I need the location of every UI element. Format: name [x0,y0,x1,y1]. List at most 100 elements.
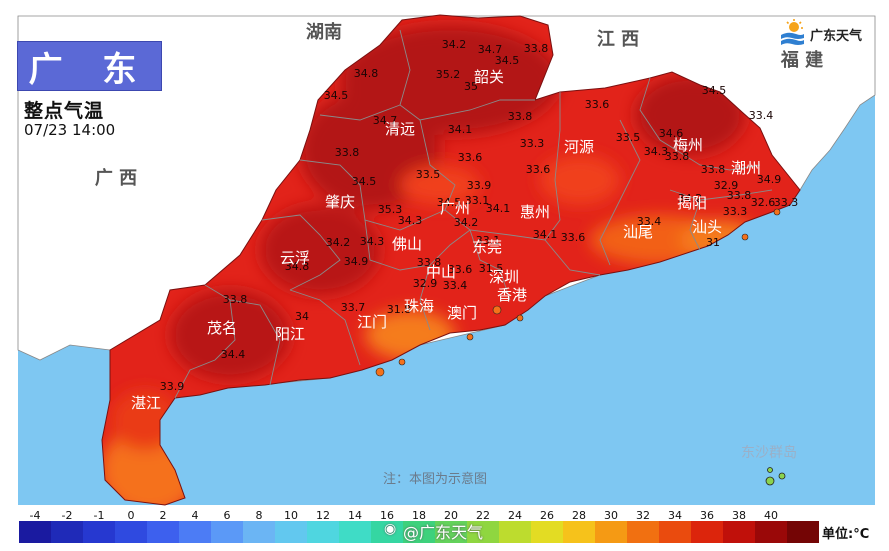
temperature-value: 34.3 [360,235,385,248]
city-label: 韶关 [474,68,504,86]
legend-tick-label: 10 [284,509,298,522]
temperature-value: 34.6 [659,127,684,140]
legend-tick-label: 4 [191,509,199,522]
city-label: 东莞 [472,238,502,256]
city-label: 汕尾 [623,223,653,241]
temperature-value: 33.8 [508,110,533,123]
legend-tick-label: 22 [476,509,490,522]
temperature-value: 34.1 [533,228,558,241]
temperature-value: 33.6 [458,151,483,164]
temperature-value: 34.2 [442,38,467,51]
city-label: 揭阳 [677,194,707,212]
temperature-value: 34.5 [437,196,462,209]
map-timestamp: 07/23 14:00 [24,121,116,139]
legend-color-swatch [531,521,563,543]
city-label: 惠州 [520,203,550,221]
temperature-value: 33.8 [701,163,726,176]
temperature-value: 33.8 [524,42,549,55]
city-label: 梅州 [673,136,703,154]
temperature-value: 34.1 [486,202,511,215]
legend-tick-label: 20 [444,509,458,522]
city-label: 香港 [497,286,527,304]
legend-color-swatch [115,521,147,543]
city-label: 中山 [426,263,456,281]
legend-color-swatch [627,521,659,543]
map-subtitle: 整点气温 [24,100,105,122]
city-label: 汕头 [692,218,722,236]
temperature-value: 31 [706,236,720,249]
temperature-value: 34.2 [454,216,479,229]
temperature-value: 32.9 [413,277,438,290]
legend-color-swatch [499,521,531,543]
legend-tick-label: 34 [668,509,682,522]
temperature-value: 34.2 [326,236,351,249]
legend-color-swatch [595,521,627,543]
temperature-value: 33.6 [561,231,586,244]
temperature-value: 34.7 [478,43,503,56]
sun-wave-logo-icon [781,19,804,45]
temperature-value: 33.4 [749,109,774,122]
city-label: 肇庆 [325,193,355,211]
city-label: 河源 [564,138,594,156]
temperature-value: 31.5 [479,262,504,275]
temperature-value: 32.6 [751,196,776,209]
city-label: 云浮 [280,249,310,267]
legend-tick-label: -2 [61,509,73,522]
temperature-value: 34.3 [398,214,423,227]
legend-tick-label: 0 [127,509,135,522]
legend-tick-label: -1 [93,509,105,522]
temperature-value: 34.2 [678,192,703,205]
city-label: 茂名 [207,319,237,337]
temperature-value: 33.1 [465,194,490,207]
temperature-value: 33.3 [723,205,748,218]
legend-color-swatch [275,521,307,543]
legend-color-swatch [243,521,275,543]
legend-tick-label: 18 [412,509,426,522]
temperature-value: 33.8 [417,256,442,269]
legend-color-swatch [371,521,403,543]
temperature-value: 31.8 [387,303,412,316]
legend-color-swatch [787,521,819,543]
legend-tick-label: 28 [572,509,586,522]
legend-color-swatch [659,521,691,543]
temperature-value: 33.1 [476,234,501,247]
legend-color-swatch [307,521,339,543]
legend-color-swatch [691,521,723,543]
legend-tick-label: 2 [159,509,167,522]
watermark: @广东天气 [403,523,484,542]
neighbor-province-label: 江 西 [597,29,639,50]
city-label: 深圳 [489,268,519,286]
temperature-value: 34.5 [352,175,377,188]
city-label: 广州 [440,199,470,217]
page-title: 广 东 [17,41,162,91]
legend-color-swatch [339,521,371,543]
temperature-value: 34.3 [644,145,669,158]
temperature-legend-bar [19,521,819,543]
dongsha-islands-label: 东沙群岛 [741,445,797,461]
neighbor-province-label: 广 西 [95,167,137,189]
temperature-value: 33.5 [616,131,641,144]
legend-color-swatch [83,521,115,543]
temperature-value: 34.4 [221,348,246,361]
temperature-value: 35.3 [378,203,403,216]
legend-tick-label: 16 [380,509,394,522]
temperature-value: 33.8 [665,150,690,163]
legend-tick-label: 26 [540,509,554,522]
temperature-value: 33.4 [637,215,662,228]
city-label: 江门 [357,313,387,331]
temperature-value: 34.5 [702,84,727,97]
temperature-values: 34.2 34.7 33.8 34.5 34.8 35.235 34.5 34.5 33.6 33… [160,38,799,393]
neighbor-province-label: 福 建 [780,49,823,71]
temperature-value: 33.8 [727,189,752,202]
brand-name: 广东天气 [810,28,863,44]
city-label: 佛山 [392,235,422,253]
temperature-value: 33.3 [520,137,545,150]
legend-tick-label: 6 [223,509,231,522]
legend-tick-label: 14 [348,509,362,522]
legend-tick-label: 30 [604,509,618,522]
city-label: 湛江 [131,394,161,412]
temperature-value: 33.8 [335,146,360,159]
legend-color-swatch [467,521,499,543]
temperature-value: 34.1 [448,123,473,136]
